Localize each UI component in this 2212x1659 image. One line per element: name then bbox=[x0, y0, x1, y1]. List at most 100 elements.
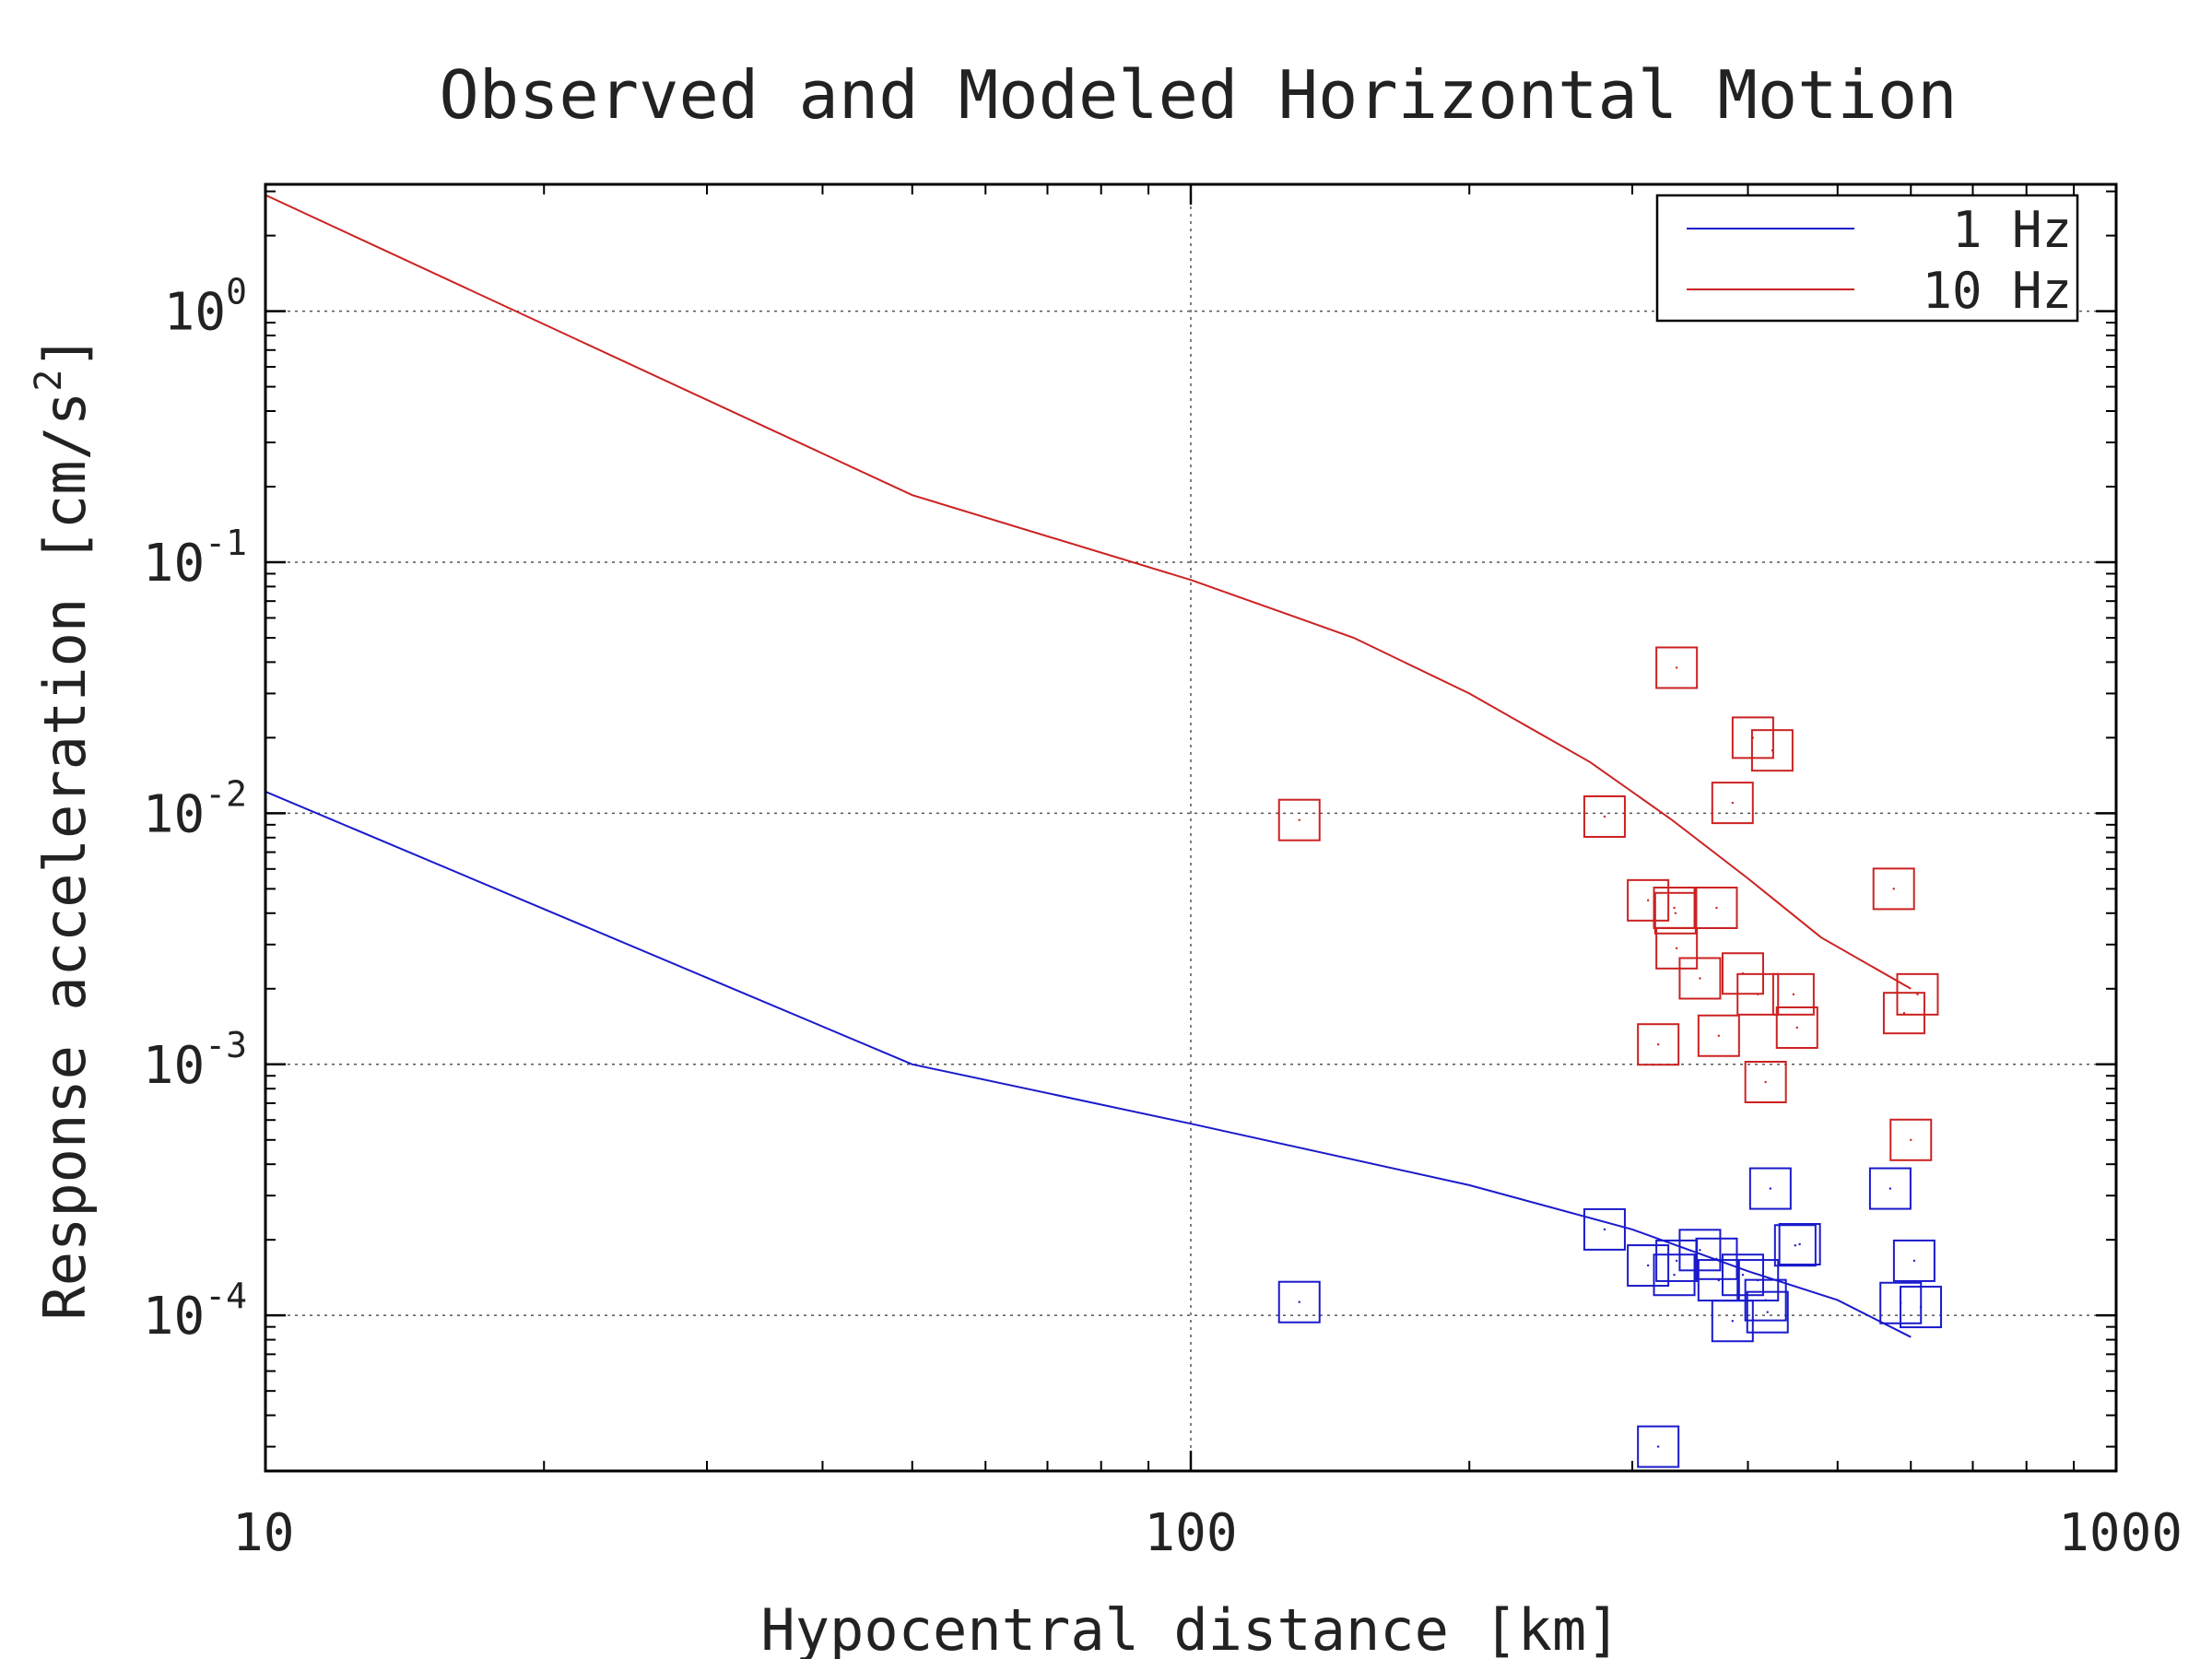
observed-point-10hz bbox=[1882, 992, 1925, 1035]
observed-point-center-10hz bbox=[1795, 1026, 1798, 1030]
observed-point-center-10hz bbox=[1675, 666, 1678, 669]
y-tick-label: 10-4 bbox=[143, 1276, 247, 1347]
observed-point-center-10hz bbox=[1916, 993, 1919, 996]
y-tick-exponent: -2 bbox=[205, 773, 247, 814]
observed-point-1hz bbox=[1892, 1239, 1936, 1282]
observed-point-1hz bbox=[1773, 1224, 1817, 1267]
observed-point-1hz bbox=[1900, 1286, 1943, 1329]
y-tick-exponent: -1 bbox=[205, 523, 247, 563]
observed-point-1hz bbox=[1744, 1278, 1787, 1322]
y-tick-exponent: -3 bbox=[205, 1025, 247, 1065]
observed-point-center-1hz bbox=[1912, 1259, 1916, 1263]
observed-point-10hz bbox=[1744, 1061, 1787, 1104]
observed-point-10hz bbox=[1872, 867, 1915, 911]
y-axis-label-main: Response acceleration [cm/s bbox=[31, 392, 99, 1321]
grid bbox=[265, 184, 2116, 1471]
observed-point-center-1hz bbox=[1675, 1259, 1678, 1263]
x-axis-ticks: 10 100 1000 bbox=[232, 184, 2183, 1563]
observed-point-1hz bbox=[1868, 1167, 1912, 1210]
observed-point-center-1hz bbox=[1741, 1274, 1745, 1277]
series-layer bbox=[265, 194, 1943, 1468]
y-axis-label-sup: 2 bbox=[28, 370, 70, 392]
observed-point-10hz bbox=[1583, 794, 1626, 838]
x-tick-label: 10 bbox=[232, 1503, 294, 1563]
observed-point-1hz bbox=[1583, 1207, 1626, 1251]
observed-point-center-10hz bbox=[1699, 977, 1701, 980]
y-axis-label: Response acceleration [cm/s2] bbox=[28, 335, 99, 1320]
observed-point-center-1hz bbox=[1673, 1274, 1676, 1277]
observed-point-center-1hz bbox=[1656, 1445, 1660, 1448]
observed-point-1hz bbox=[1678, 1229, 1722, 1272]
observed-point-1hz bbox=[1653, 1253, 1696, 1297]
x-axis-label: Hypocentral distance [km] bbox=[760, 1596, 1620, 1659]
y-axis-label-end: ] bbox=[31, 335, 99, 369]
observed-point-10hz bbox=[1889, 1118, 1933, 1161]
observed-point-center-10hz bbox=[1764, 1080, 1767, 1084]
legend-box bbox=[1655, 194, 2079, 323]
observed-point-center-1hz bbox=[1717, 1278, 1721, 1282]
observed-point-center-10hz bbox=[1717, 1034, 1721, 1037]
observed-point-1hz bbox=[1746, 1290, 1789, 1334]
observed-point-center-10hz bbox=[1603, 815, 1606, 818]
legend: 1 Hz 10 Hz bbox=[1655, 194, 2079, 323]
observed-point-center-1hz bbox=[1298, 1300, 1300, 1303]
observed-point-1hz bbox=[1637, 1425, 1680, 1468]
observed-point-center-10hz bbox=[1731, 801, 1735, 805]
observed-point-10hz bbox=[1678, 957, 1722, 1000]
y-tick-label: 10-1 bbox=[143, 523, 247, 594]
y-tick-base: 10 bbox=[143, 1036, 205, 1096]
x-tick-label: 1000 bbox=[2058, 1503, 2183, 1563]
observed-point-center-10hz bbox=[1792, 993, 1795, 996]
y-tick-label: 10-2 bbox=[143, 773, 247, 844]
observed-point-10hz bbox=[1750, 729, 1794, 772]
observed-point-center-10hz bbox=[1646, 899, 1650, 902]
model-line-1hz bbox=[265, 790, 1912, 1338]
observed-point-10hz bbox=[1277, 798, 1321, 841]
observed-point-10hz bbox=[1771, 972, 1815, 1016]
observed-point-10hz bbox=[1637, 1023, 1680, 1066]
observed-point-center-10hz bbox=[1757, 993, 1759, 996]
y-tick-base: 10 bbox=[143, 784, 205, 844]
y-tick-label: 100 bbox=[164, 272, 247, 343]
observed-point-center-10hz bbox=[1902, 1011, 1906, 1015]
observed-point-10hz bbox=[1695, 887, 1738, 930]
observed-point-1hz bbox=[1277, 1280, 1321, 1324]
observed-point-1hz bbox=[1721, 1253, 1764, 1297]
observed-point-10hz bbox=[1896, 972, 1939, 1016]
y-tick-base: 10 bbox=[143, 1287, 205, 1347]
observed-point-center-10hz bbox=[1674, 912, 1677, 914]
legend-label-1hz: 1 Hz bbox=[1952, 201, 2072, 259]
observed-point-center-1hz bbox=[1603, 1228, 1606, 1231]
observed-point-10hz bbox=[1736, 972, 1780, 1016]
observed-point-center-1hz bbox=[1919, 1305, 1923, 1309]
observed-point-center-1hz bbox=[1731, 1320, 1735, 1323]
y-tick-exponent: 0 bbox=[226, 272, 247, 312]
model-line-10hz bbox=[265, 194, 1912, 990]
observed-point-1hz bbox=[1778, 1223, 1821, 1266]
observed-point-center-10hz bbox=[1910, 1138, 1912, 1141]
observed-point-center-1hz bbox=[1888, 1187, 1892, 1190]
observed-point-center-1hz bbox=[1769, 1187, 1772, 1190]
observed-point-center-1hz bbox=[1646, 1264, 1650, 1267]
observed-point-center-10hz bbox=[1715, 906, 1718, 910]
observed-point-10hz bbox=[1775, 1006, 1818, 1049]
observed-point-10hz bbox=[1655, 646, 1699, 689]
observed-point-1hz bbox=[1695, 1237, 1738, 1280]
observed-point-center-10hz bbox=[1673, 906, 1676, 910]
observed-point-10hz bbox=[1697, 1014, 1740, 1057]
observed-point-center-10hz bbox=[1771, 748, 1774, 752]
observed-point-center-1hz bbox=[1699, 1249, 1701, 1252]
observed-point-center-1hz bbox=[1766, 1311, 1769, 1313]
y-tick-exponent: -4 bbox=[205, 1276, 247, 1316]
observed-point-center-1hz bbox=[1794, 1244, 1797, 1247]
observed-point-1hz bbox=[1627, 1244, 1670, 1288]
chart-title: Observed and Modeled Horizontal Motion bbox=[439, 56, 1957, 134]
observed-point-center-10hz bbox=[1675, 947, 1678, 950]
observed-point-center-10hz bbox=[1892, 888, 1895, 890]
observed-point-center-1hz bbox=[1798, 1242, 1801, 1246]
observed-point-1hz bbox=[1748, 1167, 1792, 1210]
observed-point-center-1hz bbox=[1764, 1299, 1767, 1301]
observed-point-10hz bbox=[1711, 782, 1754, 825]
